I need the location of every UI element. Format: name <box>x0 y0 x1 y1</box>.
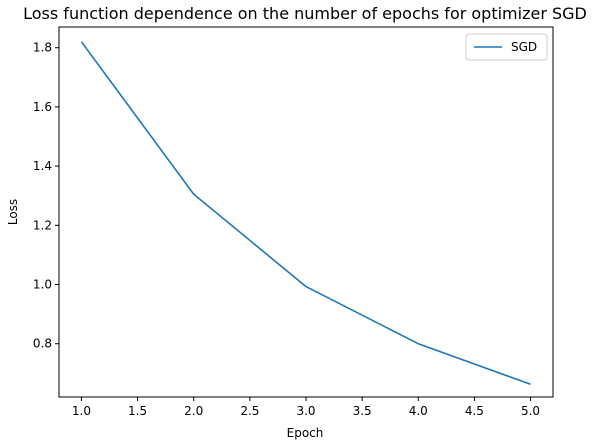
chart-title: Loss function dependence on the number o… <box>23 4 587 23</box>
x-axis-ticks: 1.0 1.5 2.0 2.5 3.0 3.5 4.0 4.5 5.0 <box>72 397 540 418</box>
x-tick-label: 3.5 <box>353 404 372 418</box>
x-tick-label: 2.0 <box>184 404 203 418</box>
x-tick-label: 4.0 <box>409 404 428 418</box>
x-tick-label: 4.5 <box>465 404 484 418</box>
plot-area <box>80 41 531 386</box>
legend-box <box>465 33 548 61</box>
x-axis-label: Epoch <box>287 426 324 440</box>
legend-label-sgd: SGD <box>511 40 537 54</box>
y-axis-ticks: 0.8 1.0 1.2 1.4 1.6 1.8 <box>33 41 59 351</box>
y-tick-label: 1.4 <box>33 159 52 173</box>
y-tick-label: 1.8 <box>33 41 52 55</box>
x-tick-label: 5.0 <box>521 404 540 418</box>
x-tick-label: 2.5 <box>240 404 259 418</box>
y-tick-label: 1.6 <box>33 100 52 114</box>
axes-frame <box>58 26 554 398</box>
legend: SGD <box>465 33 548 61</box>
y-tick-label: 1.0 <box>33 278 52 292</box>
x-tick-label: 1.5 <box>128 404 147 418</box>
y-axis-label: Loss <box>6 199 20 225</box>
y-tick-label: 1.2 <box>33 218 52 232</box>
series-line-sgd <box>80 41 531 386</box>
y-tick-label: 0.8 <box>33 337 52 351</box>
x-tick-label: 1.0 <box>72 404 91 418</box>
x-tick-label: 3.0 <box>296 404 315 418</box>
